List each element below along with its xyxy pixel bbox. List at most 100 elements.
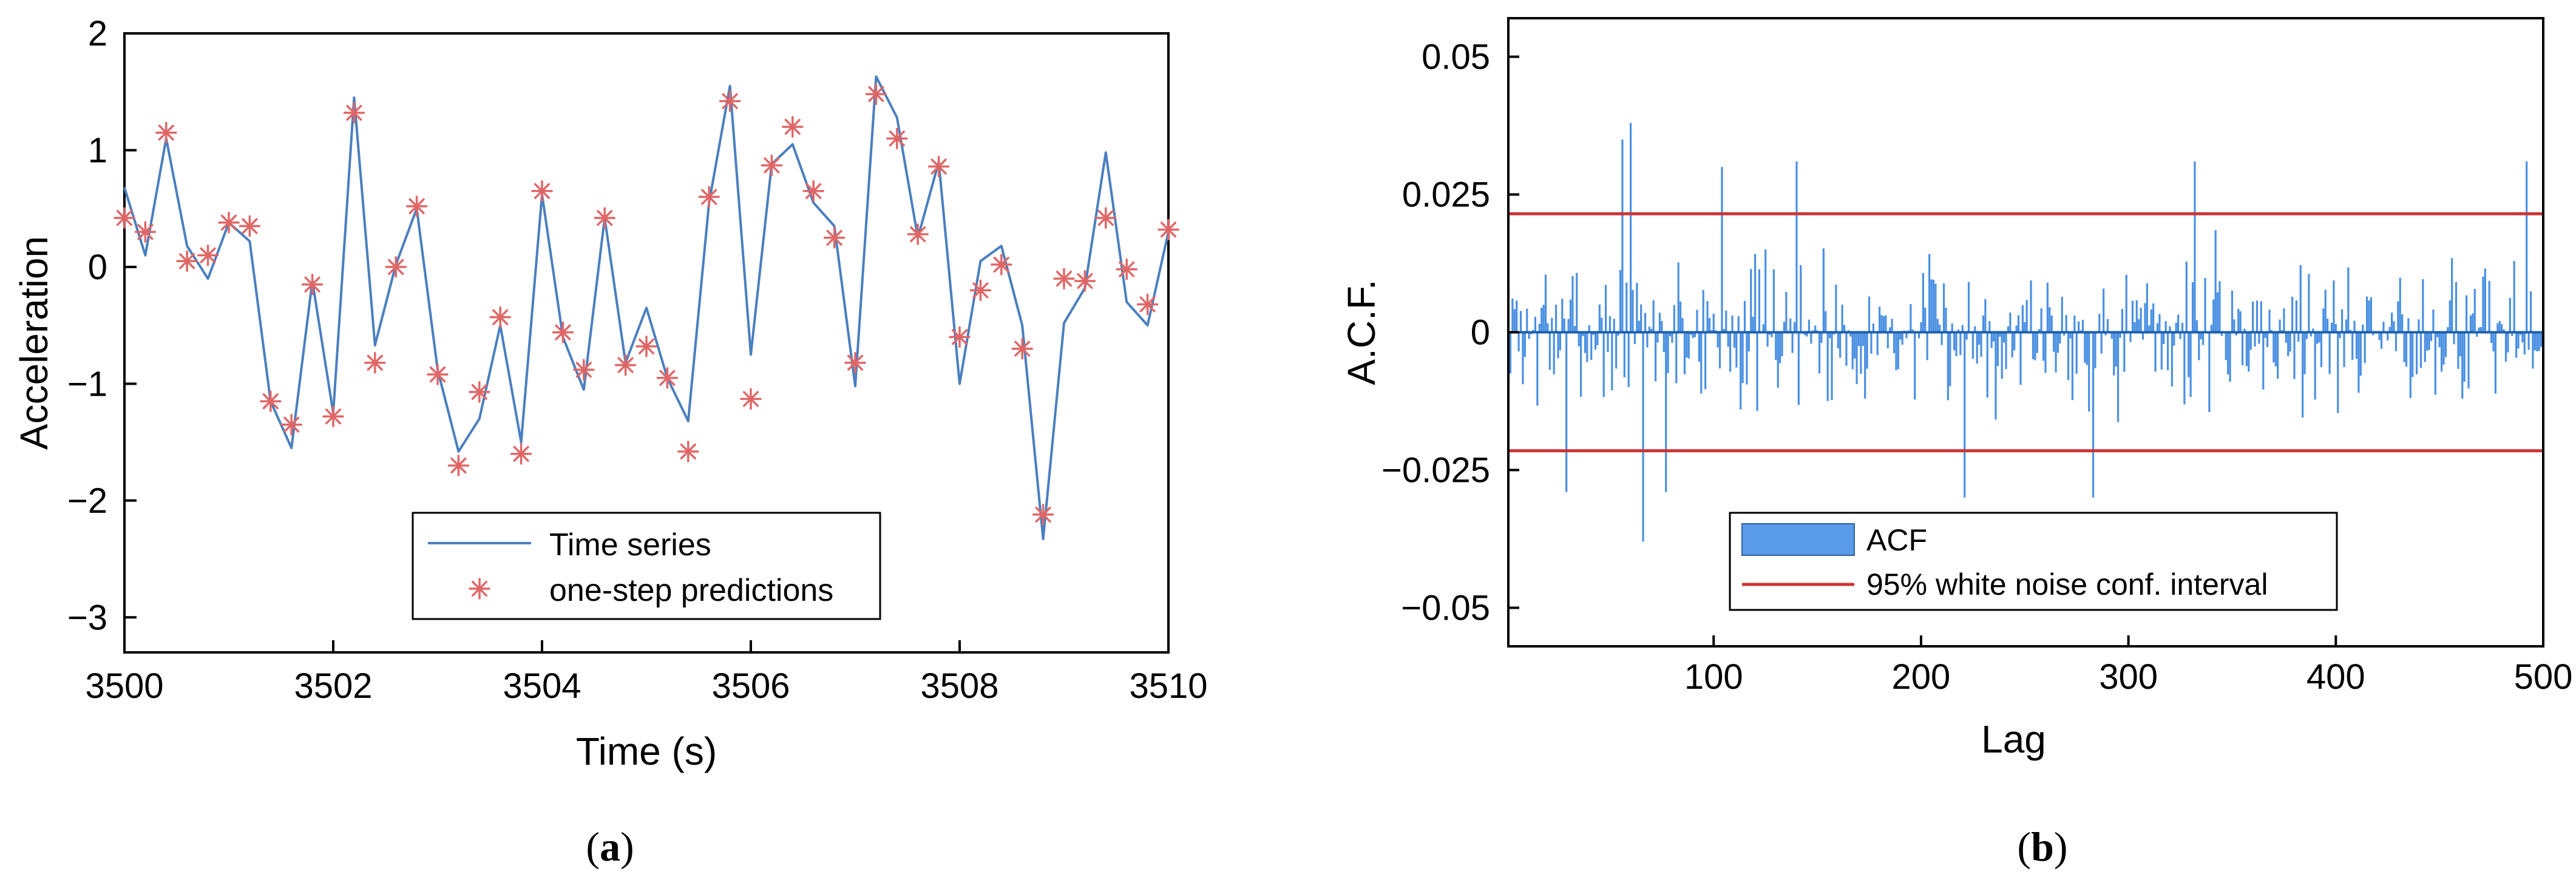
x-tick-label-b: 500 — [2514, 657, 2573, 697]
asterisk-stroke — [242, 218, 258, 234]
prediction-point — [405, 195, 428, 217]
asterisk-stroke — [889, 130, 905, 147]
asterisk-stroke — [220, 214, 237, 231]
x-tick-label-a: 3500 — [85, 666, 163, 706]
prediction-point — [322, 405, 344, 427]
prediction-point — [531, 180, 553, 202]
prediction-point — [176, 250, 198, 272]
prediction-point — [239, 215, 261, 237]
asterisk-stroke — [868, 86, 884, 103]
prediction-point — [260, 390, 282, 412]
prediction-point — [343, 102, 365, 124]
panel-label-a: (a) — [586, 824, 634, 870]
x-axis-label-a: Time (s) — [576, 729, 717, 773]
prediction-point — [907, 223, 929, 245]
prediction-point — [427, 364, 449, 385]
prediction-point — [594, 207, 615, 229]
prediction-point — [385, 256, 407, 278]
asterisk-stroke — [388, 259, 404, 275]
asterisk-stroke — [555, 324, 571, 340]
legend-b — [1729, 512, 2338, 611]
x-axis-label-b: Lag — [1981, 717, 2046, 761]
y-tick-label-a: 1 — [88, 130, 107, 170]
y-tick-label-a: −1 — [67, 364, 107, 404]
asterisk-stroke — [617, 357, 634, 373]
legend-label-predictions: one-step predictions — [549, 573, 833, 608]
asterisk-stroke — [805, 183, 822, 199]
asterisk-stroke — [429, 366, 446, 383]
asterisk-stroke — [471, 384, 487, 400]
x-tick-label-a: 3504 — [503, 666, 581, 706]
prediction-point — [489, 306, 511, 328]
asterisk-stroke — [346, 104, 362, 121]
prediction-point — [740, 388, 762, 410]
y-tick-label-b: −0.05 — [1401, 588, 1490, 628]
prediction-point — [1011, 337, 1033, 360]
prediction-point — [280, 413, 302, 436]
prediction-point — [949, 326, 971, 348]
asterisk-stroke — [659, 370, 676, 386]
x-tick-label-b: 100 — [1684, 657, 1743, 697]
prediction-point — [218, 212, 240, 234]
prediction-point — [823, 227, 846, 249]
asterisk-stroke — [492, 309, 509, 325]
asterisk-stroke — [262, 393, 279, 410]
asterisk-stroke — [1097, 210, 1114, 226]
prediction-point — [155, 121, 177, 144]
prediction-point — [656, 367, 679, 389]
asterisk-stroke — [1139, 296, 1156, 313]
y-tick-label-b: 0.05 — [1422, 38, 1490, 77]
prediction-point — [114, 207, 135, 229]
asterisk-stroke — [367, 354, 383, 371]
panel-label-b: (b) — [2017, 824, 2067, 870]
prediction-point — [1095, 207, 1117, 229]
asterisk-stroke — [701, 189, 717, 205]
x-tick-label-a: 3510 — [1129, 666, 1207, 706]
asterisk-stroke — [1014, 340, 1031, 357]
asterisk-stroke — [826, 229, 842, 246]
prediction-point — [865, 83, 887, 105]
y-tick-label-a: 0 — [88, 248, 107, 287]
prediction-point — [1158, 218, 1179, 241]
prediction-point — [761, 154, 783, 177]
y-tick-label-b: −0.025 — [1381, 450, 1490, 490]
asterisk-stroke — [784, 118, 801, 135]
prediction-point — [991, 254, 1012, 276]
asterisk-stroke — [325, 408, 342, 425]
asterisk-stroke — [179, 253, 195, 269]
asterisk-stroke — [930, 158, 947, 175]
x-tick-label-b: 400 — [2307, 657, 2365, 697]
asterisk-stroke — [471, 580, 488, 597]
prediction-point — [677, 441, 699, 462]
asterisk-stroke — [137, 224, 154, 240]
prediction-point — [927, 155, 950, 178]
prediction-point — [782, 116, 804, 138]
prediction-point — [636, 336, 657, 357]
prediction-point — [364, 351, 386, 374]
legend-patch-acf — [1741, 523, 1855, 556]
asterisk-stroke — [972, 282, 989, 299]
asterisk-stroke — [200, 247, 216, 263]
asterisk-stroke — [764, 157, 780, 174]
prediction-point — [510, 443, 532, 465]
asterisk-stroke — [951, 329, 968, 345]
plot-frame-a — [123, 32, 1170, 654]
y-axis-label-b: A.C.F. — [1340, 279, 1383, 385]
prediction-point — [197, 244, 219, 266]
y-tick-label-a: −2 — [67, 481, 107, 521]
series-time-series-line — [123, 75, 1170, 541]
prediction-point — [698, 186, 720, 208]
prediction-point — [1074, 270, 1096, 292]
prediction-point — [134, 221, 157, 243]
asterisk-stroke — [513, 445, 529, 462]
prediction-point — [719, 90, 741, 112]
prediction-point — [573, 359, 595, 381]
asterisk-stroke — [408, 198, 425, 214]
asterisk-stroke — [1160, 222, 1177, 238]
x-tick-label-b: 300 — [2099, 657, 2158, 697]
asterisk-stroke — [993, 256, 1009, 273]
panel-b: 100 200 300 400 500 0.05 0.025 0 −0.025 −0.05 Lag A… — [1340, 17, 2573, 870]
asterisk-stroke — [450, 458, 467, 474]
prediction-point — [1032, 504, 1054, 526]
prediction-point — [844, 351, 866, 374]
